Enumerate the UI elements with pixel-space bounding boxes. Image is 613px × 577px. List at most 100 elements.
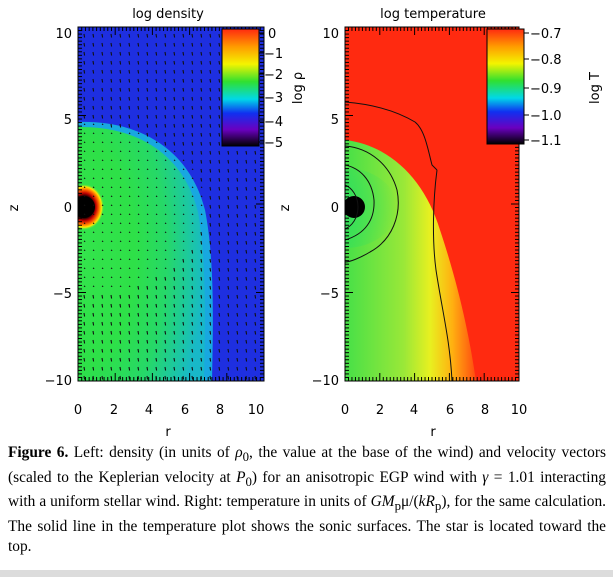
velocity-vector: [146, 186, 149, 189]
velocity-vector: [218, 195, 221, 200]
velocity-vector: [200, 366, 203, 371]
velocity-vector: [173, 114, 176, 119]
velocity-vector: [137, 33, 140, 38]
velocity-vector: [164, 267, 167, 270]
velocity-vector: [119, 249, 122, 252]
velocity-vector: [128, 249, 131, 252]
velocity-vector: [146, 114, 149, 119]
caption-text: , the value at the base of the wind) and…: [8, 444, 606, 486]
velocity-vector: [128, 177, 131, 180]
figure-6: log density 10 5 0 −5 −10 0 2 4 6 8 10 r…: [7, 7, 603, 440]
velocity-vector: [101, 114, 104, 119]
caption-text: = 1.01 interacting with a uniform stella…: [8, 468, 606, 511]
velocity-vector: [155, 168, 158, 171]
velocity-vector: [218, 114, 221, 119]
velocity-vector: [191, 375, 194, 380]
velocity-vector: [83, 339, 86, 344]
velocity-vector: [155, 159, 158, 162]
density-xtick: 2: [110, 403, 118, 418]
velocity-vector: [83, 348, 86, 353]
velocity-vector: [182, 195, 185, 198]
velocity-vector: [182, 294, 185, 299]
velocity-vector: [101, 330, 104, 335]
velocity-vector: [227, 204, 230, 209]
velocity-vector: [137, 249, 140, 252]
velocity-vector: [164, 303, 167, 308]
velocity-vector: [83, 69, 86, 74]
velocity-vector: [101, 222, 104, 225]
velocity-vector: [119, 240, 122, 243]
velocity-vector: [227, 231, 230, 236]
density-xlabel: r: [165, 425, 171, 440]
velocity-vector: [83, 366, 86, 371]
velocity-vector: [173, 339, 176, 344]
density-cbar-tick: −3: [264, 91, 283, 106]
velocity-vector: [191, 186, 194, 189]
velocity-vector: [146, 213, 149, 216]
velocity-vector: [155, 222, 158, 225]
velocity-vector: [128, 186, 131, 189]
velocity-vector: [92, 366, 95, 371]
velocity-vector: [254, 330, 257, 335]
velocity-vector: [245, 285, 248, 290]
velocity-vector: [137, 294, 140, 299]
velocity-vector: [146, 240, 149, 243]
velocity-vector: [137, 87, 140, 92]
velocity-vector: [218, 42, 221, 47]
velocity-vector: [200, 339, 203, 344]
velocity-vector: [173, 294, 176, 299]
velocity-vector: [137, 204, 140, 207]
velocity-vector: [218, 186, 221, 191]
velocity-vector: [101, 150, 104, 153]
velocity-vector: [92, 258, 95, 261]
velocity-vector: [218, 339, 221, 344]
velocity-vector: [191, 150, 194, 155]
velocity-vector: [200, 96, 203, 101]
velocity-vector: [164, 105, 167, 110]
velocity-vector: [173, 78, 176, 83]
velocity-vector: [110, 213, 113, 216]
velocity-vector: [191, 78, 194, 83]
velocity-vector: [254, 204, 257, 209]
velocity-vector: [119, 285, 122, 288]
velocity-vector: [218, 168, 221, 173]
velocity-vector: [200, 60, 203, 65]
velocity-vector: [155, 51, 158, 56]
velocity-vector: [227, 240, 230, 245]
velocity-vector: [83, 375, 86, 380]
velocity-vector: [146, 303, 149, 308]
temperature-ylabel: z: [278, 204, 293, 211]
velocity-vector: [200, 267, 203, 272]
velocity-vector: [164, 78, 167, 83]
velocity-vector: [182, 123, 185, 128]
velocity-vector: [209, 366, 212, 371]
velocity-vector: [119, 159, 122, 162]
velocity-vector: [155, 258, 158, 261]
velocity-vector: [137, 375, 140, 380]
velocity-vector: [83, 285, 86, 288]
caption-subscript: 0: [245, 474, 252, 489]
velocity-vector: [119, 276, 122, 279]
velocity-vector: [227, 285, 230, 290]
velocity-vector: [164, 186, 167, 189]
velocity-vector: [119, 366, 122, 371]
velocity-vector: [209, 357, 212, 362]
velocity-vector: [236, 159, 239, 164]
velocity-vector: [209, 141, 212, 146]
velocity-vector: [173, 312, 176, 317]
density-xtick: 4: [145, 403, 153, 418]
velocity-vector: [236, 258, 239, 263]
velocity-vector: [92, 312, 95, 317]
velocity-vector: [182, 177, 185, 180]
velocity-vector: [173, 186, 176, 189]
velocity-vector: [173, 33, 176, 38]
velocity-vector: [227, 150, 230, 155]
velocity-vector: [128, 132, 131, 135]
velocity-vector: [83, 357, 86, 362]
velocity-vector: [173, 105, 176, 110]
velocity-vector: [155, 96, 158, 101]
velocity-vector: [200, 213, 203, 216]
velocity-vector: [92, 204, 95, 207]
velocity-vector: [182, 60, 185, 65]
velocity-vector: [128, 51, 131, 56]
